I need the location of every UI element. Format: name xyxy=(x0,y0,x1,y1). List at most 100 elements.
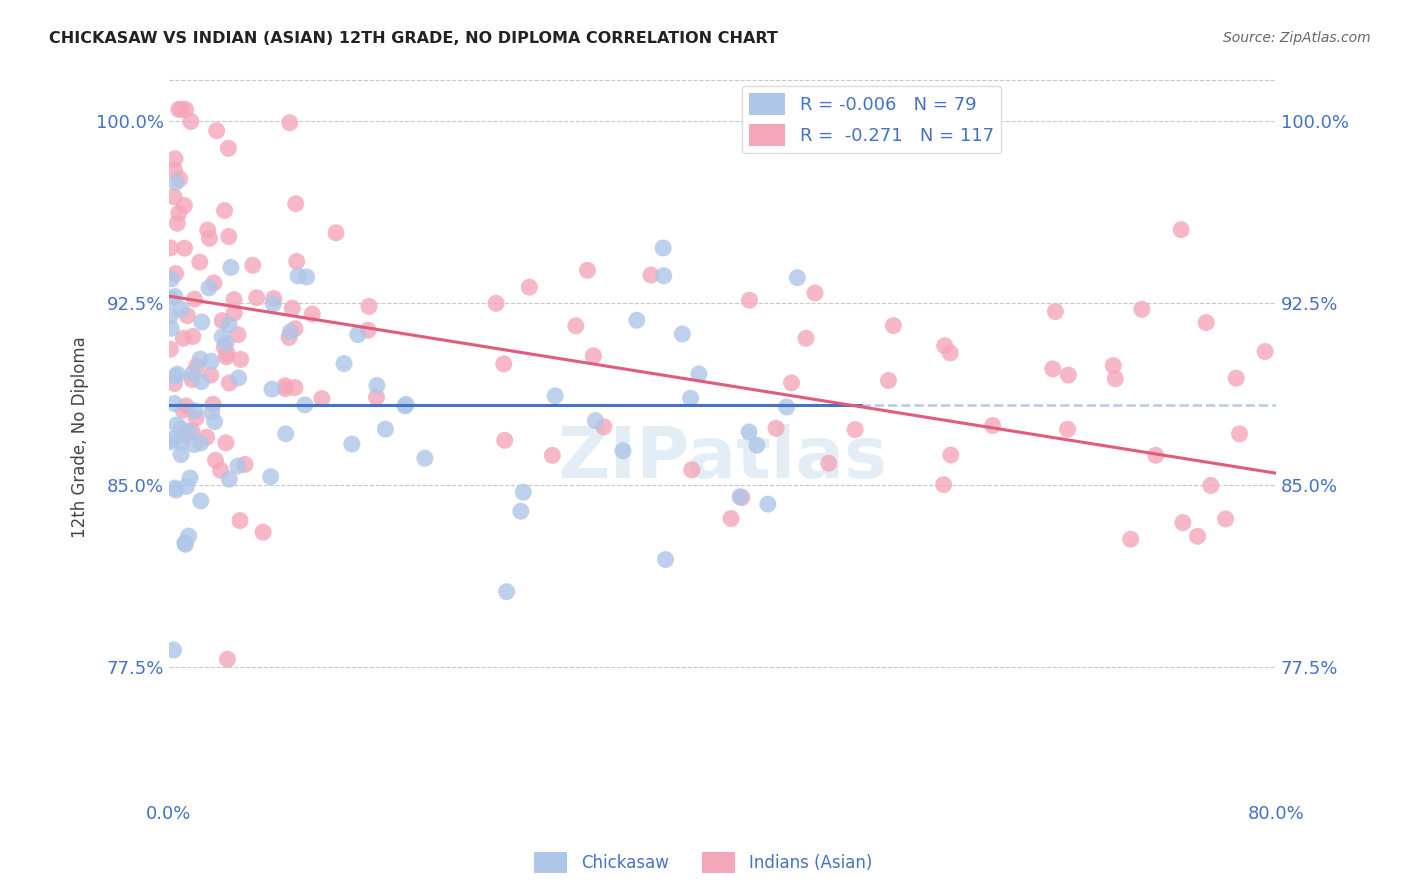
Point xyxy=(170,103,193,117)
Point xyxy=(756,497,779,511)
Y-axis label: 12th Grade, No Diploma: 12th Grade, No Diploma xyxy=(72,336,89,538)
Point xyxy=(278,325,301,339)
Point xyxy=(165,267,187,281)
Point xyxy=(786,270,808,285)
Point xyxy=(981,418,1004,433)
Point xyxy=(612,443,634,458)
Point xyxy=(346,327,368,342)
Point xyxy=(374,422,396,436)
Point xyxy=(186,359,208,373)
Point xyxy=(217,346,239,360)
Point xyxy=(224,306,246,320)
Point xyxy=(228,371,250,385)
Point xyxy=(274,426,297,441)
Point xyxy=(174,537,197,551)
Point xyxy=(583,413,606,427)
Point xyxy=(720,511,742,525)
Point xyxy=(162,432,184,446)
Point xyxy=(159,309,181,323)
Point xyxy=(222,293,245,307)
Point xyxy=(173,198,195,212)
Point xyxy=(325,226,347,240)
Point xyxy=(738,425,761,439)
Point xyxy=(1144,448,1167,462)
Point xyxy=(728,490,751,504)
Point xyxy=(218,376,240,390)
Point xyxy=(166,367,188,381)
Point xyxy=(215,350,238,364)
Point xyxy=(626,313,648,327)
Point xyxy=(215,435,238,450)
Point xyxy=(1254,344,1277,359)
Point xyxy=(205,123,228,137)
Point xyxy=(173,241,195,255)
Point xyxy=(1119,533,1142,547)
Point xyxy=(226,327,249,342)
Point xyxy=(179,425,201,440)
Point xyxy=(1229,426,1251,441)
Point xyxy=(252,525,274,540)
Point xyxy=(295,269,318,284)
Point xyxy=(357,299,380,313)
Point xyxy=(765,421,787,435)
Point xyxy=(681,463,703,477)
Point xyxy=(188,352,211,367)
Point xyxy=(242,258,264,272)
Point xyxy=(160,272,183,286)
Point xyxy=(1199,478,1222,492)
Point xyxy=(509,504,531,518)
Point xyxy=(1042,362,1064,376)
Point xyxy=(301,307,323,321)
Point xyxy=(172,403,194,417)
Point xyxy=(939,448,962,462)
Point xyxy=(544,389,567,403)
Point xyxy=(166,216,188,230)
Point xyxy=(167,206,190,220)
Point xyxy=(366,378,388,392)
Point xyxy=(165,369,187,384)
Point xyxy=(1056,422,1078,436)
Point xyxy=(512,485,534,500)
Point xyxy=(190,494,212,508)
Point xyxy=(541,448,564,462)
Point xyxy=(934,339,956,353)
Point xyxy=(333,357,356,371)
Point xyxy=(731,491,754,505)
Point xyxy=(163,163,186,178)
Point xyxy=(284,380,307,394)
Point xyxy=(163,481,186,495)
Point xyxy=(159,292,181,306)
Point xyxy=(1187,529,1209,543)
Point xyxy=(198,231,221,245)
Point xyxy=(176,479,198,493)
Point xyxy=(1104,372,1126,386)
Point xyxy=(162,643,184,657)
Point xyxy=(1215,512,1237,526)
Point xyxy=(1130,302,1153,317)
Point xyxy=(565,318,588,333)
Point xyxy=(181,424,204,438)
Point xyxy=(163,376,186,391)
Text: ZIPatlas: ZIPatlas xyxy=(557,424,887,493)
Point xyxy=(177,529,200,543)
Point xyxy=(246,291,269,305)
Point xyxy=(215,336,238,351)
Point xyxy=(274,379,297,393)
Point xyxy=(218,229,240,244)
Point xyxy=(1102,359,1125,373)
Point xyxy=(877,374,900,388)
Point xyxy=(688,367,710,381)
Point xyxy=(260,382,283,396)
Point xyxy=(167,103,190,117)
Point xyxy=(287,268,309,283)
Point xyxy=(163,289,186,303)
Point xyxy=(1057,368,1080,382)
Point xyxy=(738,293,761,308)
Point xyxy=(939,346,962,360)
Point xyxy=(190,436,212,450)
Point xyxy=(174,103,197,117)
Point xyxy=(413,451,436,466)
Point xyxy=(229,514,252,528)
Point xyxy=(517,280,540,294)
Point xyxy=(170,448,193,462)
